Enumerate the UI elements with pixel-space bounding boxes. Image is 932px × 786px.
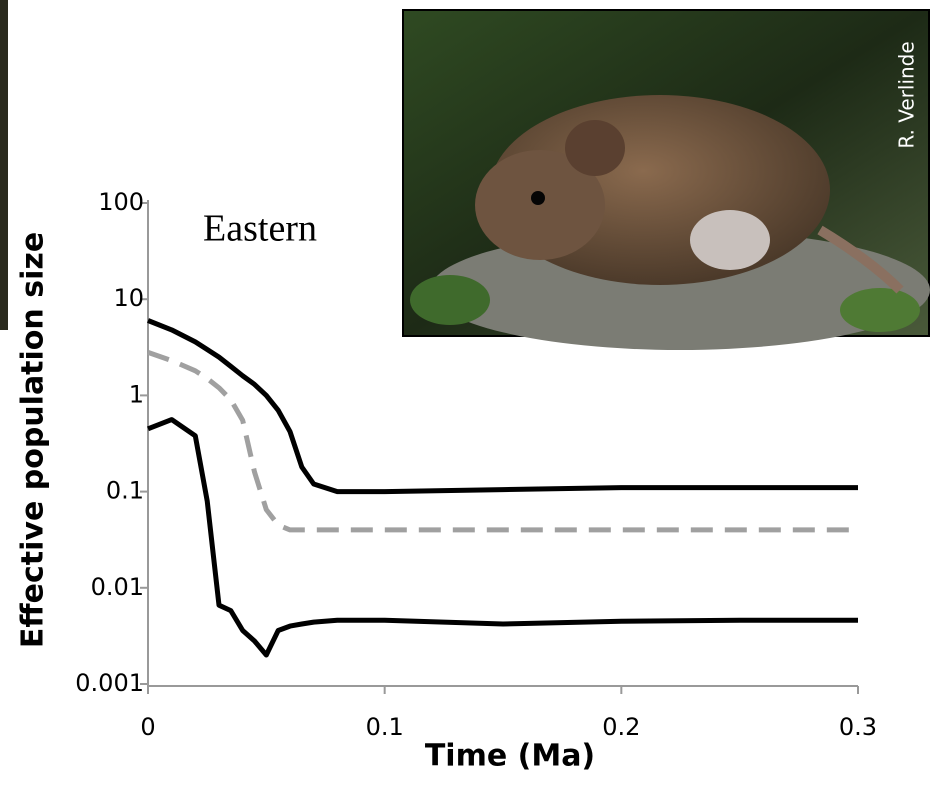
y-tick-label: 1 <box>129 380 144 408</box>
series-line <box>147 417 858 658</box>
x-tick-label: 0.2 <box>602 713 640 741</box>
y-axis-label: Effective population size <box>16 232 51 648</box>
photo-edge <box>0 0 8 330</box>
y-tick-label: 0.001 <box>75 669 144 697</box>
annotation: Eastern <box>203 208 317 250</box>
series-line <box>147 318 858 495</box>
photo: R. Verlinde <box>402 9 930 350</box>
photo-credit: R. Verlinde <box>895 41 919 148</box>
y-tick-label: 0.1 <box>106 477 144 505</box>
y-tick-label: 0.01 <box>91 573 144 601</box>
x-axis-label: Time (Ma) <box>425 739 595 774</box>
x-tick-label: 0.3 <box>839 713 877 741</box>
y-tick-label: 10 <box>113 284 144 312</box>
x-tick-label: 0 <box>140 713 155 741</box>
y-tick-label: 100 <box>98 188 144 216</box>
x-tick-label: 0.1 <box>366 713 404 741</box>
series-line <box>147 350 858 533</box>
